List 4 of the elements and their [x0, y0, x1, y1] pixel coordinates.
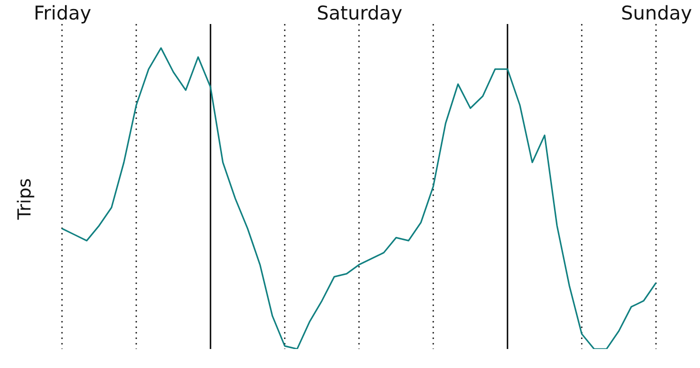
y-axis-title: Trips — [14, 178, 36, 221]
x-tick-label: Friday — [34, 2, 92, 24]
x-tick-label: Saturday — [316, 2, 402, 24]
x-tick-label: Sunday — [620, 2, 692, 24]
